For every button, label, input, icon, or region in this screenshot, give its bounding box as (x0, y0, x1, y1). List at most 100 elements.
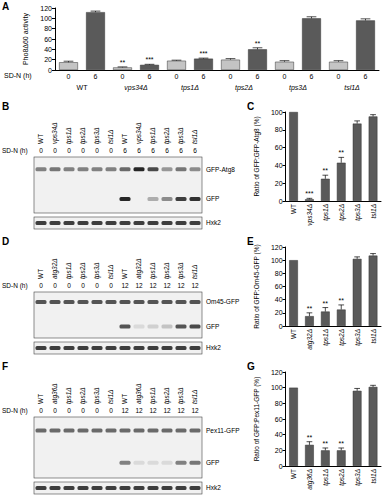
svg-text:tps3Δ: tps3Δ (93, 262, 101, 279)
svg-text:tps3Δ: tps3Δ (93, 387, 101, 404)
svg-text:tsl1Δ: tsl1Δ (191, 390, 198, 404)
svg-text:tps2Δ: tps2Δ (79, 262, 87, 279)
svg-text:12: 12 (191, 282, 199, 289)
svg-text:0: 0 (121, 73, 125, 80)
svg-text:60: 60 (275, 283, 283, 290)
svg-text:0: 0 (53, 282, 57, 289)
svg-text:12: 12 (191, 407, 199, 414)
svg-text:G: G (247, 361, 255, 372)
svg-text:SD-N (h): SD-N (h) (2, 407, 28, 415)
svg-text:120: 120 (271, 369, 283, 376)
svg-text:GFP: GFP (206, 323, 219, 330)
svg-text:Ratio of GFP:Om45-GFP (%): Ratio of GFP:Om45-GFP (%) (253, 244, 261, 328)
svg-text:tps1Δ: tps1Δ (181, 84, 199, 92)
svg-text:6: 6 (94, 73, 98, 80)
svg-text:6: 6 (148, 73, 152, 80)
svg-text:tps3Δ: tps3Δ (93, 127, 101, 144)
svg-text:**: ** (339, 149, 345, 156)
svg-text:atg36Δ: atg36Δ (135, 383, 143, 404)
svg-text:vps34Δ: vps34Δ (124, 84, 148, 92)
svg-text:F: F (2, 361, 8, 372)
svg-text:12: 12 (149, 282, 157, 289)
svg-text:tps3Δ: tps3Δ (177, 127, 185, 144)
svg-text:tps2Δ: tps2Δ (338, 469, 346, 486)
svg-text:atg32Δ: atg32Δ (306, 329, 314, 350)
svg-text:tps2Δ: tps2Δ (163, 262, 171, 279)
svg-text:tsl1Δ: tsl1Δ (370, 469, 377, 483)
svg-text:100: 100 (271, 257, 283, 264)
svg-text:40: 40 (44, 46, 52, 53)
svg-text:120: 120 (40, 5, 52, 12)
svg-text:60: 60 (275, 416, 283, 423)
svg-text:**: ** (323, 167, 329, 174)
svg-text:tps1Δ: tps1Δ (322, 469, 330, 486)
svg-text:WT: WT (77, 84, 89, 91)
svg-text:0: 0 (53, 147, 57, 154)
svg-text:tps2Δ: tps2Δ (338, 204, 346, 221)
svg-text:6: 6 (202, 73, 206, 80)
svg-text:0: 0 (67, 147, 71, 154)
svg-text:atg32Δ: atg32Δ (135, 258, 143, 279)
svg-text:0: 0 (67, 282, 71, 289)
svg-text:***: *** (199, 50, 207, 57)
svg-text:0: 0 (81, 282, 85, 289)
svg-text:6: 6 (364, 73, 368, 80)
svg-text:B: B (2, 101, 9, 112)
svg-text:0: 0 (67, 407, 71, 414)
svg-text:tps2Δ: tps2Δ (338, 329, 346, 346)
svg-text:tps3Δ: tps3Δ (289, 84, 307, 92)
svg-text:atg36Δ: atg36Δ (306, 469, 314, 490)
svg-text:**: ** (120, 59, 126, 66)
svg-text:12: 12 (163, 407, 171, 414)
svg-text:12: 12 (177, 282, 185, 289)
svg-text:12: 12 (135, 282, 143, 289)
svg-text:tps2Δ: tps2Δ (235, 84, 253, 92)
svg-text:Om45-GFP: Om45-GFP (206, 298, 239, 305)
svg-text:tps1Δ: tps1Δ (322, 204, 330, 221)
svg-text:tsl1Δ: tsl1Δ (191, 265, 198, 279)
svg-text:tps1Δ: tps1Δ (65, 387, 73, 404)
svg-text:tps1Δ: tps1Δ (65, 262, 73, 279)
svg-text:40: 40 (275, 431, 283, 438)
svg-text:0: 0 (279, 463, 283, 470)
svg-text:GFP: GFP (206, 195, 219, 202)
svg-text:tps1Δ: tps1Δ (149, 387, 157, 404)
svg-text:6: 6 (137, 147, 141, 154)
svg-text:tsl1Δ: tsl1Δ (107, 265, 114, 279)
svg-text:0: 0 (48, 67, 52, 74)
svg-text:6: 6 (165, 147, 169, 154)
svg-text:12: 12 (163, 282, 171, 289)
svg-text:100: 100 (40, 15, 52, 22)
svg-text:tps1Δ: tps1Δ (149, 262, 157, 279)
svg-text:80: 80 (275, 270, 283, 277)
svg-text:C: C (247, 101, 254, 112)
svg-text:120: 120 (271, 244, 283, 251)
svg-text:WT: WT (37, 134, 44, 144)
svg-text:tps1Δ: tps1Δ (322, 329, 330, 346)
svg-text:**: ** (339, 440, 345, 447)
svg-text:12: 12 (177, 407, 185, 414)
svg-text:0: 0 (53, 407, 57, 414)
svg-text:tps1Δ: tps1Δ (149, 127, 157, 144)
svg-text:Ratio of GFP:GFP-Atg8 (%): Ratio of GFP:GFP-Atg8 (%) (253, 116, 261, 196)
svg-text:D: D (2, 236, 9, 247)
svg-text:Pex11-GFP: Pex11-GFP (206, 427, 239, 434)
svg-text:20: 20 (275, 447, 283, 454)
svg-text:tsl1Δ: tsl1Δ (107, 130, 114, 144)
svg-text:tsl1Δ: tsl1Δ (370, 204, 377, 218)
svg-text:SD-N (h): SD-N (h) (2, 282, 28, 290)
svg-text:100: 100 (271, 384, 283, 391)
svg-text:0: 0 (229, 73, 233, 80)
svg-text:SD-N (h): SD-N (h) (2, 147, 28, 155)
svg-text:20: 20 (275, 180, 283, 187)
svg-text:0: 0 (39, 282, 43, 289)
svg-text:***: *** (305, 190, 313, 197)
svg-text:tps2Δ: tps2Δ (79, 387, 87, 404)
svg-text:0: 0 (109, 407, 113, 414)
svg-text:0: 0 (283, 73, 287, 80)
svg-text:A: A (2, 1, 9, 12)
svg-text:0: 0 (81, 147, 85, 154)
svg-text:atg32Δ: atg32Δ (51, 258, 59, 279)
svg-text:12: 12 (135, 407, 143, 414)
svg-text:tps3Δ: tps3Δ (177, 262, 185, 279)
